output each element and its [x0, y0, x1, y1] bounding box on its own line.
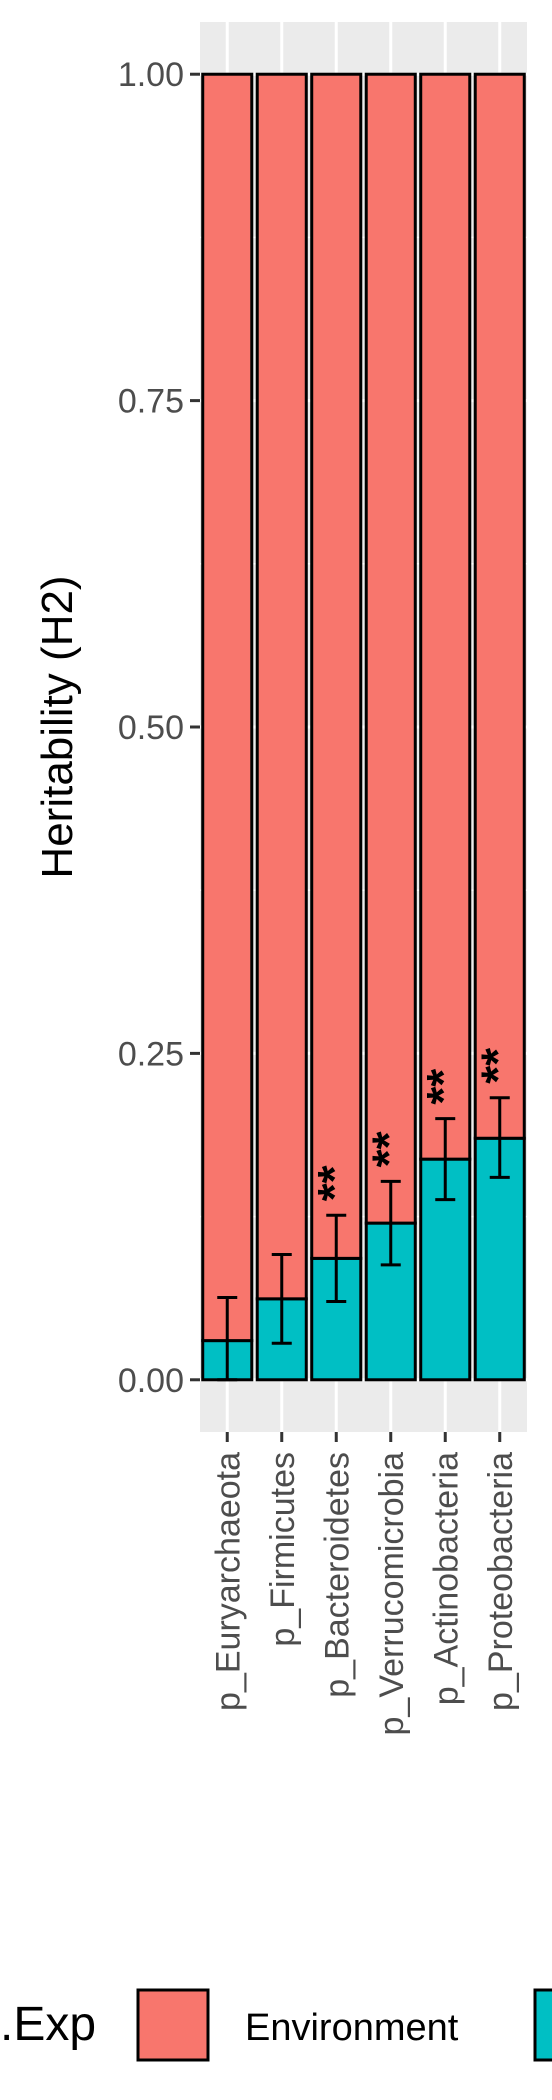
significance-label-p_actinobacteria: **	[417, 1069, 469, 1105]
bars	[201, 72, 526, 1382]
significance-label-p_verrucomicrobia: **	[363, 1131, 415, 1167]
legend-key-2	[533, 1988, 552, 2062]
x-axis: p_Euryarchaeota p_Firmicutes p_Bacteroidet…	[209, 1432, 520, 1735]
error-bar-p_bacteroidetes	[326, 1213, 347, 1303]
error-bar-p_verrucomicrobia	[380, 1179, 401, 1267]
significance-labels: ********	[308, 1048, 524, 1201]
x-tick-label-p_actinobacteria: p_Actinobacteria	[427, 1452, 465, 1705]
y-tick-label: 0.75	[118, 383, 184, 421]
error-bars	[217, 1096, 510, 1382]
x-tick-label-p_euryarchaeota: p_Euryarchaeota	[209, 1452, 247, 1711]
bar-environment-p_bacteroidetes	[310, 72, 363, 1260]
y-axis: 0.00 0.25 0.50 0.75 1.00	[118, 56, 200, 1400]
legend: .Exp Environment	[0, 1988, 552, 2062]
legend-title: .Exp	[0, 1998, 96, 2051]
y-tick-label: 0.50	[118, 709, 184, 747]
y-axis-title: Heritability (H2)	[33, 575, 82, 878]
bar-environment-p_firmicutes	[255, 72, 308, 1301]
x-tick-label-p_firmicutes: p_Firmicutes	[264, 1452, 302, 1647]
significance-label-p_bacteroidetes: **	[308, 1165, 360, 1201]
error-bar-p_euryarchaeota	[217, 1296, 238, 1382]
x-tick-label-p_verrucomicrobia: p_Verrucomicrobia	[373, 1452, 411, 1736]
bar-environment-p_actinobacteria	[419, 72, 472, 1161]
error-bar-p_firmicutes	[271, 1252, 292, 1345]
x-tick-label-p_bacteroidetes: p_Bacteroidetes	[318, 1452, 356, 1698]
y-tick-label: 1.00	[118, 56, 184, 94]
error-bar-p_proteobacteria	[489, 1096, 510, 1179]
bar-environment-p_proteobacteria	[473, 72, 526, 1140]
bar-environment-p_euryarchaeota	[201, 72, 254, 1343]
x-tick-label-p_proteobacteria: p_Proteobacteria	[482, 1452, 520, 1711]
legend-label-1: Environment	[245, 2007, 459, 2049]
legend-key-1	[136, 1988, 210, 2062]
y-tick-label: 0.00	[118, 1362, 184, 1400]
bar-environment-p_verrucomicrobia	[364, 72, 417, 1225]
significance-label-p_proteobacteria: **	[472, 1048, 524, 1084]
error-bar-p_actinobacteria	[435, 1117, 456, 1202]
y-tick-label: 0.25	[118, 1035, 184, 1073]
